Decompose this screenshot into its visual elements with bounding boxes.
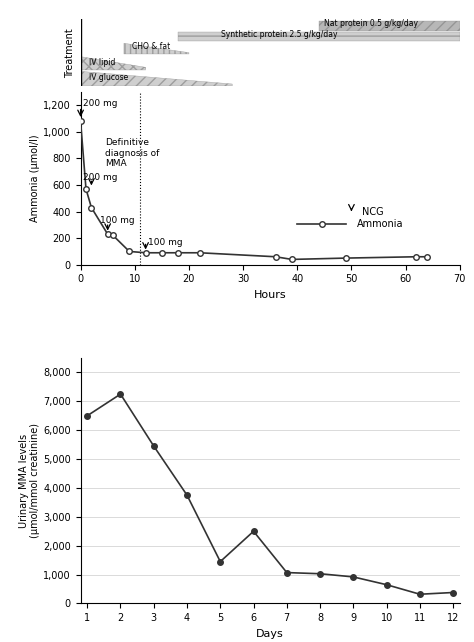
Text: 100 mg: 100 mg [100,216,134,225]
X-axis label: Hours: Hours [254,290,286,300]
Y-axis label: Urinary MMA levels
(μmol/mmol creatinine): Urinary MMA levels (μmol/mmol creatinine… [19,423,40,538]
Text: CHO & fat: CHO & fat [132,42,170,51]
Text: 100 mg: 100 mg [148,238,183,247]
Text: 200 mg: 200 mg [83,173,118,182]
Polygon shape [81,71,232,86]
Polygon shape [81,56,146,70]
Y-axis label: Ammonia (μmol/l): Ammonia (μmol/l) [30,135,40,222]
Text: NCG: NCG [362,207,384,217]
Text: Nat protein 0.5 g/kg/day: Nat protein 0.5 g/kg/day [324,19,419,28]
Text: Ammonia: Ammonia [357,218,403,229]
Text: Synthetic protein 2.5 g/kg/day: Synthetic protein 2.5 g/kg/day [221,30,338,39]
Text: 200 mg: 200 mg [83,99,117,108]
Text: IV lipid: IV lipid [89,58,115,67]
Polygon shape [319,21,460,31]
Polygon shape [124,43,189,54]
Text: IV glucose: IV glucose [89,73,128,82]
Polygon shape [178,32,460,41]
Y-axis label: Treatment: Treatment [65,28,75,78]
X-axis label: Days: Days [256,629,284,639]
Text: Definitive
diagnosis of
MMA: Definitive diagnosis of MMA [105,139,159,168]
